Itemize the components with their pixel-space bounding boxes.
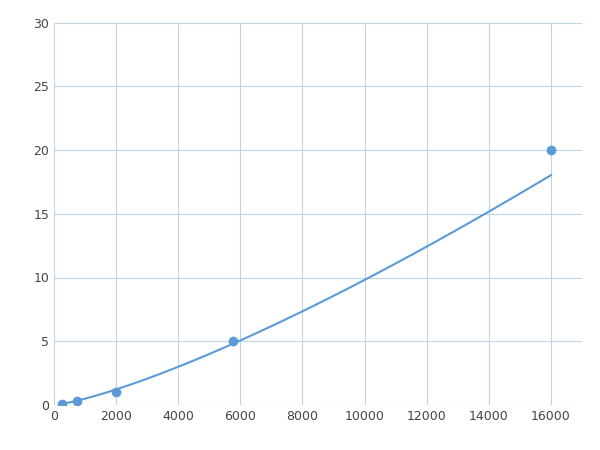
- Point: [57, 400, 67, 407]
- Point: [546, 146, 556, 153]
- Point: [112, 389, 121, 396]
- Point: [73, 398, 82, 405]
- Point: [228, 338, 238, 345]
